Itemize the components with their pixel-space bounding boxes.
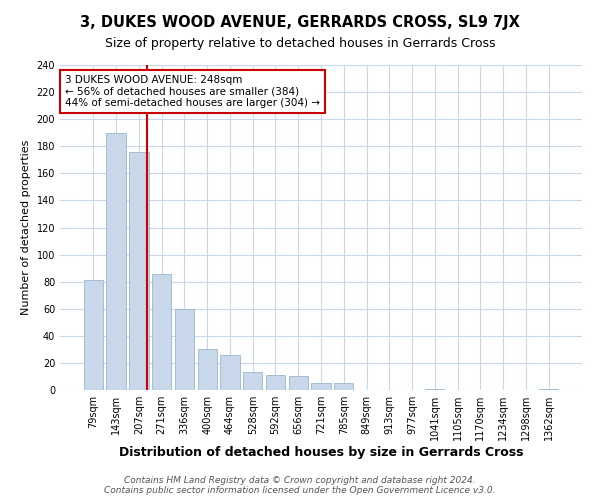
Bar	[243, 372, 262, 390]
Bar	[152, 274, 172, 390]
Bar	[289, 376, 308, 390]
Bar	[175, 308, 194, 390]
Bar	[539, 388, 558, 390]
Bar	[197, 350, 217, 390]
Bar	[84, 280, 103, 390]
Text: Size of property relative to detached houses in Gerrards Cross: Size of property relative to detached ho…	[105, 38, 495, 51]
Text: 3, DUKES WOOD AVENUE, GERRARDS CROSS, SL9 7JX: 3, DUKES WOOD AVENUE, GERRARDS CROSS, SL…	[80, 15, 520, 30]
Bar	[129, 152, 149, 390]
Text: 3 DUKES WOOD AVENUE: 248sqm
← 56% of detached houses are smaller (384)
44% of se: 3 DUKES WOOD AVENUE: 248sqm ← 56% of det…	[65, 74, 320, 108]
Bar	[334, 383, 353, 390]
Text: Contains HM Land Registry data © Crown copyright and database right 2024.
Contai: Contains HM Land Registry data © Crown c…	[104, 476, 496, 495]
Bar	[266, 375, 285, 390]
Bar	[220, 355, 239, 390]
X-axis label: Distribution of detached houses by size in Gerrards Cross: Distribution of detached houses by size …	[119, 446, 523, 459]
Bar	[425, 388, 445, 390]
Y-axis label: Number of detached properties: Number of detached properties	[21, 140, 31, 315]
Bar	[106, 132, 126, 390]
Bar	[311, 383, 331, 390]
